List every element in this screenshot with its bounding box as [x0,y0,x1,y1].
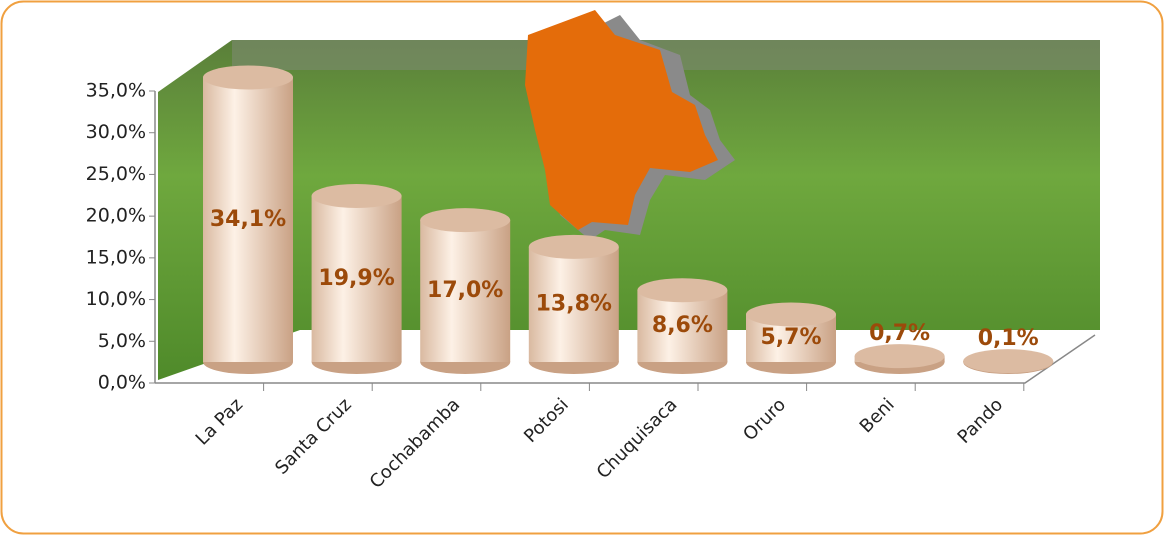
y-tick-label: 35,0% [86,80,146,102]
y-tick-label: 20,0% [86,205,146,227]
bar-top [528,234,619,259]
bar-top [203,65,293,90]
y-tick-label: 0,0% [98,372,146,394]
value-label: 17,0% [427,278,503,303]
y-tick-label: 15,0% [86,246,146,268]
y-tick-label: 30,0% [86,121,146,143]
value-label: 34,1% [210,207,286,232]
bar-top [637,278,728,303]
value-label: 0,7% [869,321,930,346]
bar-top [854,344,945,369]
bar [528,246,619,362]
bar [311,195,402,362]
y-tick-label: 5,0% [98,330,146,352]
bar-top [746,302,836,327]
bar [420,220,511,362]
value-label: 0,1% [978,326,1039,351]
map [525,10,718,230]
bar [203,77,293,362]
bar-top [311,183,402,208]
bar-top [963,349,1054,374]
y-tick-label: 25,0% [86,163,146,185]
value-label: 8,6% [652,313,713,338]
y-tick-label: 10,0% [86,288,146,310]
value-label: 13,8% [536,291,612,316]
value-label: 19,9% [318,266,394,291]
value-label: 5,7% [760,325,821,350]
floor-edge [155,334,1096,384]
bar-top [420,208,511,233]
